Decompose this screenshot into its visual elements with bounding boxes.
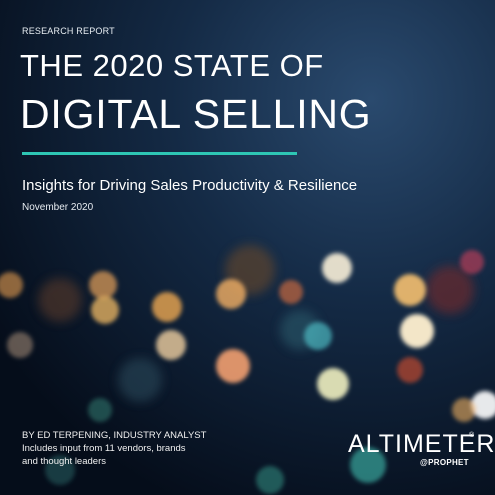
- bokeh: [350, 447, 386, 483]
- bokeh: [0, 272, 23, 298]
- bokeh-far: [38, 245, 474, 402]
- bokeh: [400, 314, 434, 348]
- bokeh: [317, 368, 349, 400]
- kicker: RESEARCH REPORT: [22, 26, 115, 36]
- bokeh: [426, 266, 474, 314]
- bokeh: [156, 330, 186, 360]
- bokeh: [118, 358, 162, 402]
- bokeh: [397, 357, 423, 383]
- bokeh: [256, 466, 284, 494]
- bokeh: [452, 398, 476, 422]
- logo-parent: @PROPHET: [420, 458, 469, 467]
- bokeh-near: [0, 250, 495, 494]
- title-line: DIGITAL SELLING: [20, 91, 372, 137]
- byline-note: Includes input from 11 vendors, brands: [22, 443, 186, 454]
- logo-mark: ®: [469, 432, 475, 439]
- divider: [22, 152, 297, 155]
- byline-note: and thought leaders: [22, 456, 106, 467]
- title-line: THE 2020 STATE OF: [20, 48, 324, 83]
- date: November 2020: [22, 202, 94, 213]
- bokeh: [471, 391, 495, 419]
- bokeh: [152, 292, 182, 322]
- bokeh: [89, 271, 117, 299]
- bokeh: [88, 398, 112, 422]
- bokeh: [394, 274, 426, 306]
- bokeh: [216, 349, 250, 383]
- bokeh: [279, 280, 303, 304]
- logo: ALTIMETER: [348, 430, 495, 458]
- subtitle: Insights for Driving Sales Productivity …: [22, 177, 358, 194]
- bokeh: [38, 278, 82, 322]
- bokeh: [460, 250, 484, 274]
- bokeh: [91, 296, 119, 324]
- bokeh: [45, 455, 75, 485]
- bokeh: [216, 279, 246, 309]
- bokeh: [304, 322, 332, 350]
- bokeh: [322, 253, 352, 283]
- byline: BY ED TERPENING, INDUSTRY ANALYST: [22, 430, 207, 441]
- bokeh: [7, 332, 33, 358]
